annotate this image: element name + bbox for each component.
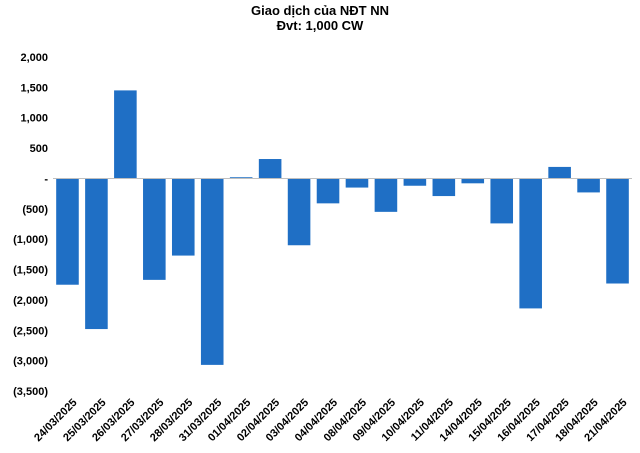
y-tick-label: 1,500 — [20, 82, 48, 94]
y-tick-label: (2,500) — [13, 325, 48, 337]
bar — [432, 178, 456, 197]
y-tick-label: 1,000 — [20, 113, 48, 125]
chart-subtitle: Đvt: 1,000 CW — [276, 18, 364, 33]
bar — [171, 178, 195, 256]
y-tick-label: 500 — [30, 143, 48, 155]
chart-title: Giao dịch của NĐT NN — [251, 3, 389, 18]
bar — [287, 178, 311, 246]
y-tick-label: (3,000) — [13, 356, 48, 368]
bar — [114, 90, 137, 179]
y-tick-label: (2,000) — [13, 295, 48, 307]
bar — [229, 177, 253, 179]
bar — [606, 178, 629, 284]
bar — [577, 178, 600, 193]
bar — [56, 178, 79, 285]
y-axis: 2,000 1,500 1,000 500 - (500) (1,000) (1,500) (2… — [13, 52, 48, 398]
bar — [258, 159, 282, 179]
bars — [56, 90, 629, 365]
bar — [548, 166, 571, 179]
bar — [143, 178, 166, 280]
bar — [85, 178, 108, 330]
bar — [403, 178, 427, 186]
bar — [316, 178, 340, 204]
y-tick-label: - — [44, 173, 48, 185]
y-tick-label: (500) — [22, 204, 48, 216]
bar — [461, 178, 485, 184]
bar — [519, 178, 542, 309]
bar — [374, 178, 398, 212]
y-tick-label: (3,500) — [13, 386, 48, 398]
bar — [345, 178, 369, 188]
bar — [490, 178, 514, 224]
y-tick-label: (1,000) — [13, 234, 48, 246]
y-tick-label: 2,000 — [20, 52, 48, 64]
bar — [200, 178, 224, 365]
y-tick-label: (1,500) — [13, 265, 48, 277]
x-axis: 24/03/202525/03/202526/03/202527/03/2025… — [32, 397, 629, 444]
